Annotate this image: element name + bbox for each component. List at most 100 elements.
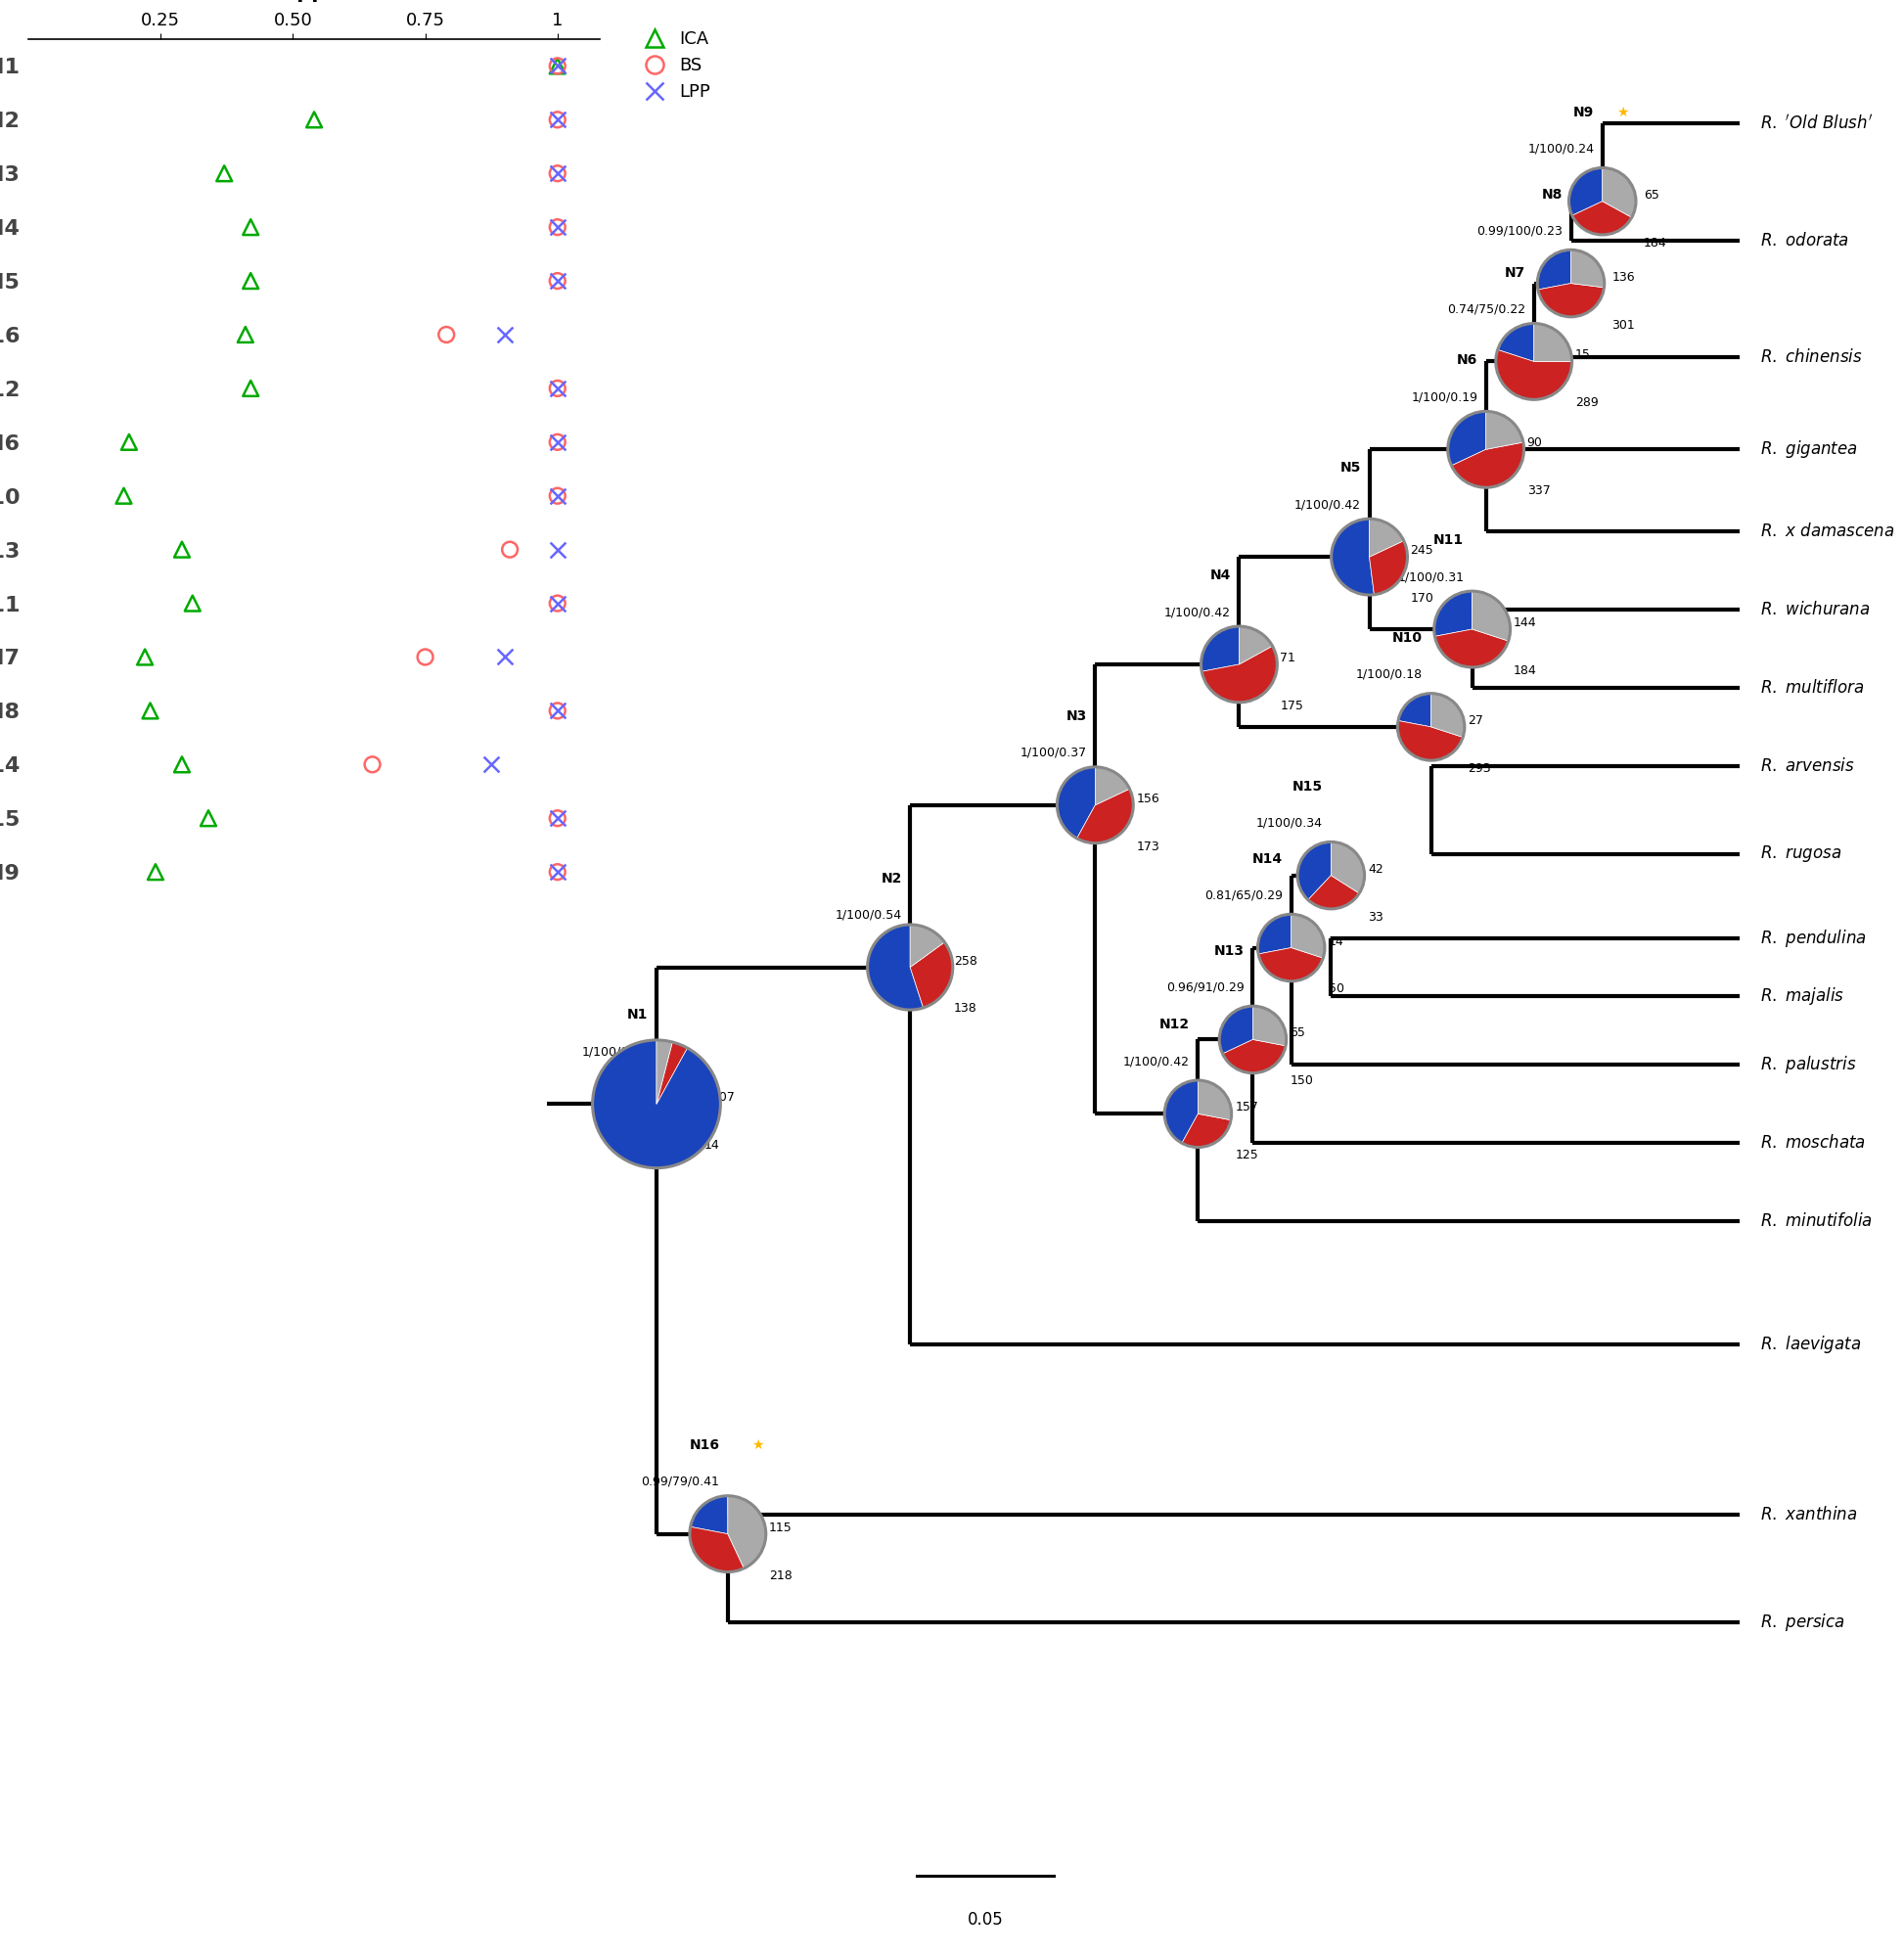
Text: N16: N16 [689,1438,720,1452]
Text: 1/100/0.42: 1/100/0.42 [1165,606,1230,619]
Text: 1/100/0.19: 1/100/0.19 [1411,391,1478,404]
Point [543,51,573,82]
Text: 1/100/0.42: 1/100/0.42 [1123,1055,1190,1069]
Text: N4: N4 [1209,569,1230,582]
Wedge shape [1240,627,1272,664]
Text: ★: ★ [1616,106,1628,119]
Text: 1/100/0.37: 1/100/0.37 [1021,746,1087,760]
Text: 90: 90 [1527,436,1542,449]
Wedge shape [1451,442,1523,487]
Wedge shape [1497,350,1573,399]
Text: 1/100/0.24: 1/100/0.24 [1527,143,1594,156]
Text: 42: 42 [1367,862,1384,875]
Point [168,533,198,565]
Point [543,426,573,457]
Point [543,104,573,135]
Wedge shape [1201,627,1240,672]
Text: 245: 245 [1411,543,1434,557]
Text: N9: N9 [1573,106,1594,119]
Point [489,641,520,672]
Wedge shape [657,1040,672,1104]
Point [141,856,171,887]
Point [543,696,573,727]
Wedge shape [1182,1114,1230,1147]
Text: $R.\ gigantea$: $R.\ gigantea$ [1759,438,1858,461]
Point [236,373,267,404]
Wedge shape [1436,629,1508,666]
Text: 301: 301 [1613,319,1636,332]
Wedge shape [1573,201,1632,234]
Wedge shape [1253,1006,1287,1045]
Text: ★: ★ [1276,944,1289,957]
Text: $R.\ wichurana$: $R.\ wichurana$ [1759,600,1870,619]
Point [543,856,573,887]
Text: 258: 258 [954,954,977,967]
Wedge shape [1331,842,1365,893]
Text: N14: N14 [1253,852,1283,866]
Text: 0.05: 0.05 [967,1911,1003,1929]
Text: N8: N8 [1542,188,1563,201]
Wedge shape [868,924,923,1010]
Point [543,588,573,619]
Point [135,696,166,727]
Wedge shape [1447,412,1485,465]
Text: N12: N12 [1160,1018,1190,1032]
Text: 65: 65 [1289,1026,1306,1040]
Wedge shape [1198,1081,1232,1120]
Text: ★: ★ [1455,631,1466,645]
Text: 27: 27 [1468,713,1483,727]
Point [543,104,573,135]
Point [543,426,573,457]
Text: $R.\ persica$: $R.\ persica$ [1759,1610,1845,1634]
Text: N6: N6 [1457,354,1478,367]
Wedge shape [1398,694,1432,727]
Point [409,641,440,672]
Text: 144: 144 [1514,616,1537,629]
Text: 1/100/0.18: 1/100/0.18 [1356,668,1422,682]
Text: N1: N1 [626,1008,647,1022]
Point [495,533,526,565]
Text: N15: N15 [1293,780,1323,793]
Wedge shape [1297,842,1331,901]
Wedge shape [1535,324,1573,361]
Text: 1/100/0.31: 1/100/0.31 [1398,571,1464,584]
Point [543,803,573,834]
Text: 293: 293 [1468,762,1491,776]
Point [543,481,573,512]
Text: 170: 170 [1411,592,1434,606]
Point [543,373,573,404]
Wedge shape [1538,283,1605,317]
Wedge shape [1603,168,1636,217]
Point [476,748,506,780]
Text: 71: 71 [1279,651,1297,664]
Text: 0.74/75/0.22: 0.74/75/0.22 [1447,303,1525,317]
Text: 14: 14 [704,1139,720,1153]
Wedge shape [1308,875,1359,909]
Point [114,426,145,457]
Text: $R.\ arvensis$: $R.\ arvensis$ [1759,756,1854,776]
Point [543,856,573,887]
Wedge shape [1571,250,1605,287]
Point [236,211,267,242]
Wedge shape [1498,324,1535,361]
Wedge shape [1291,914,1325,957]
Point [543,158,573,190]
Text: $R.\ x\ damascena$: $R.\ x\ damascena$ [1759,522,1894,541]
Text: $R.\ moschata$: $R.\ moschata$ [1759,1133,1866,1153]
Wedge shape [691,1497,727,1534]
Wedge shape [657,1041,687,1104]
Text: 175: 175 [1279,700,1304,713]
Text: $R.\ rugosa$: $R.\ rugosa$ [1759,844,1841,864]
Text: $R.\ chinensis$: $R.\ chinensis$ [1759,348,1862,367]
Text: 0.99/100/0.23: 0.99/100/0.23 [1478,225,1563,238]
Wedge shape [910,942,952,1008]
Wedge shape [910,924,944,967]
Wedge shape [1472,592,1510,641]
Wedge shape [1259,948,1323,981]
Point [236,266,267,297]
Text: N11: N11 [1434,533,1464,547]
Point [230,319,261,350]
Wedge shape [1434,592,1472,637]
Wedge shape [1369,520,1403,557]
Point [209,158,240,190]
